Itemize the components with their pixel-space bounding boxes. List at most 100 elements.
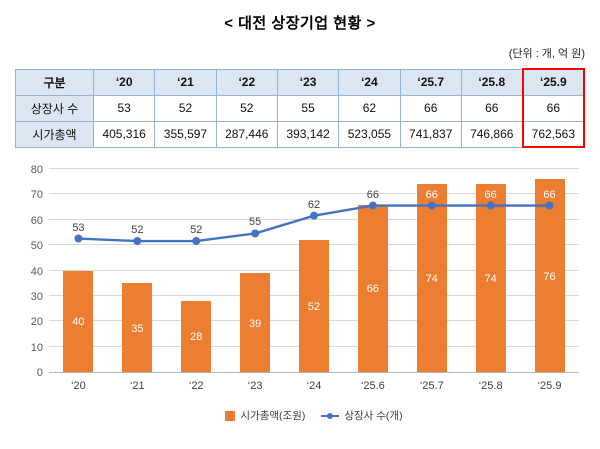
bar-‘21 (122, 283, 153, 372)
row-label: 상장사 수 (15, 94, 94, 122)
bar-value-label: 39 (248, 317, 262, 330)
x-tick-label: ‘25.9 (537, 380, 562, 392)
column-header: ‘23 (276, 68, 340, 96)
column-header: ‘20 (92, 68, 156, 96)
bar-‘22 (181, 300, 212, 372)
bar-value-label: 35 (131, 322, 144, 335)
bar-‘25.9 (534, 179, 565, 372)
column-header: ‘24 (338, 68, 401, 96)
y-tick-label: 60 (30, 214, 43, 227)
y-tick-label: 30 (30, 290, 43, 303)
bar-value-label: 74 (425, 273, 438, 286)
table-header-row: 구분 ‘20 ‘21 ‘22 ‘23 ‘24 ‘25.7 ‘25.8 ‘25.9 (15, 68, 586, 96)
table-cell: 523,055 (338, 120, 401, 148)
y-tick-label: 20 (30, 316, 43, 329)
combo-chart: 0 10 20 30 40 50 60 70 80 40 35 28 39 52 66 74 74 76 53 52… (15, 164, 585, 436)
chart-legend: 시가총액(조원) 상장사 수(개) (49, 408, 579, 423)
y-tick-label: 10 (30, 341, 43, 354)
column-header: ‘21 (154, 68, 217, 96)
bar-value-label: 76 (543, 270, 556, 283)
table-cell: 355,597 (154, 120, 217, 148)
x-tick-label: ‘22 (188, 380, 204, 392)
data-table-body: 구분 ‘20 ‘21 ‘22 ‘23 ‘24 ‘25.7 ‘25.8 ‘25.9 상장사 수 53 5… (15, 68, 586, 148)
table-cell: 393,142 (276, 120, 340, 148)
table-row: 상장사 수 53 52 52 55 62 66 66 66 (15, 94, 586, 122)
y-tick-label: 70 (30, 189, 43, 202)
line-value-label: 62 (307, 198, 321, 211)
trend-line (78, 204, 550, 243)
y-tick-label: 40 (30, 265, 43, 278)
line-marker (192, 237, 201, 246)
bar-swatch-icon (225, 410, 236, 421)
legend-item-bar: 시가총액(조원) (225, 408, 305, 423)
column-header: ‘25.9 (521, 68, 586, 96)
table-cell: 66 (521, 94, 586, 122)
table-cell: 66 (399, 94, 462, 122)
line-value-label: 66 (543, 188, 556, 201)
plot-area: 40 35 28 39 52 66 74 74 76 53 52 52 55 62 66 66 66 66 (49, 168, 579, 373)
table-cell: 52 (215, 94, 278, 122)
data-table: 구분 ‘20 ‘21 ‘22 ‘23 ‘24 ‘25.7 ‘25.8 ‘25.9 상장사 수 53 5… (15, 68, 586, 148)
line-marker (545, 201, 554, 210)
bar-value-label: 40 (72, 316, 85, 329)
line-value-label: 52 (190, 224, 203, 237)
bar-‘25.6 (357, 204, 388, 372)
line-marker (368, 201, 377, 210)
bar-‘25.7 (416, 184, 447, 372)
legend-label: 시가총액(조원) (240, 410, 306, 422)
bar-‘20 (63, 270, 94, 372)
table-cell: 405,316 (92, 120, 156, 148)
unit-note: (단위 : 개, 억 원) (508, 48, 585, 60)
bar-‘25.8 (475, 184, 506, 372)
table-cell: 762,563 (521, 120, 586, 148)
x-tick-label: ‘23 (247, 380, 263, 392)
bar-‘23 (240, 273, 271, 372)
y-tick-label: 0 (36, 367, 43, 379)
corner-header: 구분 (15, 68, 94, 96)
line-marker (310, 211, 318, 220)
x-tick-label: ‘21 (129, 380, 145, 392)
x-tick-label: ‘24 (306, 380, 322, 392)
line-marker (427, 201, 436, 210)
page-title: < 대전 상장기업 현황 > (224, 15, 376, 32)
x-tick-label: ‘25.8 (478, 380, 503, 392)
column-header: ‘22 (215, 68, 278, 96)
x-tick-label: ‘20 (71, 380, 86, 392)
line-marker (251, 229, 260, 238)
line-marker (74, 234, 83, 243)
table-cell: 53 (92, 94, 156, 122)
gridline (49, 168, 579, 169)
line-value-label: 66 (425, 188, 438, 201)
line-value-label: 52 (131, 224, 144, 237)
legend-dot-icon (327, 412, 334, 419)
table-cell: 66 (460, 94, 524, 122)
column-header: ‘25.8 (460, 68, 524, 96)
line-marker (133, 237, 142, 246)
legend-label: 상장사 수(개) (344, 410, 403, 422)
table-row: 시가총액 405,316 355,597 287,446 393,142 523,055 7… (15, 120, 586, 148)
column-header: ‘25.7 (399, 68, 462, 96)
x-tick-label: ‘25.7 (419, 380, 444, 392)
table-cell: 52 (154, 94, 217, 122)
bar-value-label: 28 (190, 331, 203, 344)
line-value-label: 66 (484, 188, 497, 201)
bar-value-label: 74 (484, 273, 497, 286)
gridline (49, 193, 579, 195)
line-series (74, 201, 554, 246)
table-cell: 55 (276, 94, 340, 122)
y-tick-label: 50 (30, 240, 43, 253)
table-cell: 741,837 (399, 120, 462, 148)
line-marker-icon (321, 411, 340, 421)
line-value-label: 53 (72, 221, 85, 234)
row-label: 시가총액 (15, 120, 94, 148)
line-marker (486, 201, 495, 210)
y-tick-label: 80 (30, 164, 43, 176)
table-cell: 746,866 (460, 120, 524, 148)
bar-value-label: 66 (366, 283, 379, 296)
line-value-label: 55 (248, 216, 262, 229)
bar-‘24 (299, 240, 329, 372)
x-tick-label: ‘25.6 (360, 380, 385, 392)
table-cell: 287,446 (215, 120, 278, 148)
legend-item-line: 상장사 수(개) (321, 408, 403, 423)
